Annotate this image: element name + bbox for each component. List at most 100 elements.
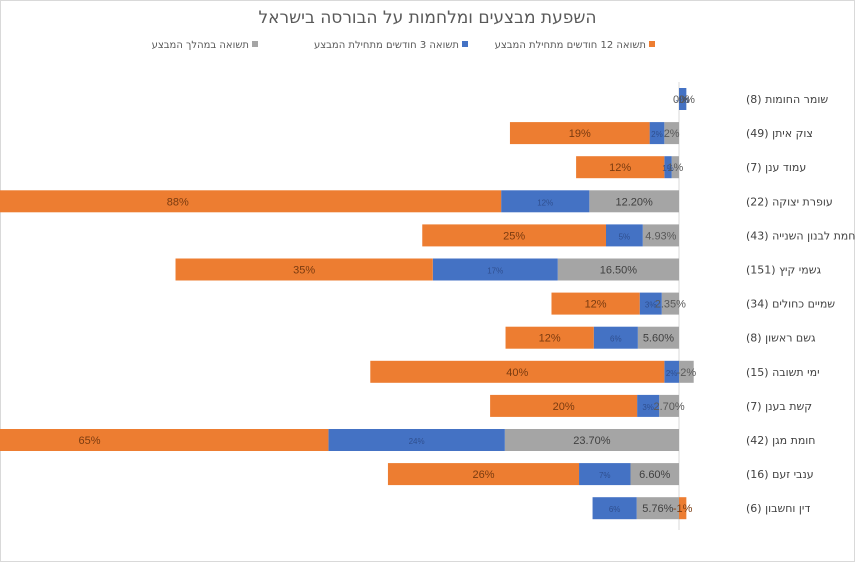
bar-s12-7 xyxy=(505,326,594,349)
bar-s12-10 xyxy=(0,429,329,451)
category-label-4: מלחמת לבנון השנייה (43) xyxy=(746,229,855,242)
data-label-s12-7: 12% xyxy=(539,333,561,345)
bar-s12-6 xyxy=(551,292,640,315)
bar-s3-6 xyxy=(639,292,662,315)
category-label-7: גשם ראשון (8) xyxy=(746,332,816,345)
data-label-s3-9: 3% xyxy=(642,403,654,412)
bar-s12-3 xyxy=(0,190,502,213)
data-label-s3-8: 2% xyxy=(666,369,678,378)
data-label-s3-11: 7% xyxy=(599,471,611,480)
legend-label-during: תשואה במהלך המבצע xyxy=(151,40,249,51)
bar-s12-5 xyxy=(175,258,433,281)
category-label-9: קשת בענן (7) xyxy=(746,400,812,413)
data-label-during-1: 2% xyxy=(664,128,680,140)
data-label-during-5: 16.50% xyxy=(600,265,638,277)
data-label-during-4: 4.93% xyxy=(645,230,676,242)
legend-item-during: תשואה במהלך המבצע xyxy=(152,40,258,51)
data-label-s12-8: 40% xyxy=(506,367,528,379)
data-label-s12-5: 35% xyxy=(293,265,315,277)
category-label-10: חומת מגן (42) xyxy=(746,434,815,447)
legend: תשואה במהלך המבצע תשואה 3 חודשים מתחילת … xyxy=(0,40,855,54)
data-label-s12-0: 0% xyxy=(679,94,695,106)
legend-item-3-months: תשואה 3 חודשים מתחילת המבצע xyxy=(314,40,468,51)
chart-title: השפעת מבצעים ומלחמות על הבורסה בישראל xyxy=(258,8,597,28)
bar-s12-8 xyxy=(370,360,665,383)
bar-during-7 xyxy=(637,326,679,349)
category-label-12: דין וחשבון (6) xyxy=(746,502,810,515)
data-label-s12-1: 19% xyxy=(569,128,591,140)
data-label-s12-12: -1% xyxy=(673,503,693,515)
data-label-during-0: 0% xyxy=(673,94,689,106)
bar-s3-4 xyxy=(606,224,643,247)
data-label-s12-3: 88% xyxy=(167,196,189,208)
data-label-s3-4: 5% xyxy=(619,232,631,241)
bar-s3-2 xyxy=(664,156,672,179)
bar-during-2 xyxy=(671,156,679,179)
category-label-6: שמיים כחולים (34) xyxy=(746,298,835,311)
data-label-s12-9: 20% xyxy=(553,401,575,413)
bar-s3-0 xyxy=(679,88,687,110)
category-label-11: ענבי זעם (16) xyxy=(746,468,814,481)
category-label-1: צוק איתן (49) xyxy=(746,127,813,140)
data-label-during-7: 5.60% xyxy=(643,333,674,345)
category-label-3: עופרת יצוקה (22) xyxy=(746,195,833,208)
bar-s12-4 xyxy=(422,224,607,247)
data-label-s3-3: 12% xyxy=(537,198,553,207)
data-label-during-10: 23.70% xyxy=(573,435,611,447)
data-label-s12-10: 65% xyxy=(79,435,101,447)
bar-s3-3 xyxy=(501,190,590,213)
category-label-0: שומר החומות (8) xyxy=(746,93,828,106)
legend-label-12-months: תשואה 12 חודשים מתחילת המבצע xyxy=(494,40,646,51)
legend-label-3-months: תשואה 3 חודשים מתחילת המבצע xyxy=(313,40,459,51)
bar-s3-8 xyxy=(664,360,679,383)
bar-during-10 xyxy=(504,429,679,451)
data-label-s12-11: 26% xyxy=(472,469,494,481)
data-label-s3-12: 6% xyxy=(609,505,621,514)
data-label-during-2: 1% xyxy=(667,162,683,174)
bar-s12-1 xyxy=(509,122,650,145)
data-label-s3-1: 2% xyxy=(651,130,663,139)
bar-during-6 xyxy=(661,292,679,315)
data-label-during-6: 2.35% xyxy=(655,299,686,311)
bar-s3-1 xyxy=(649,122,665,145)
data-label-during-8: -2% xyxy=(677,367,697,379)
data-label-s3-2: 1% xyxy=(662,164,674,173)
bar-during-9 xyxy=(659,394,679,417)
legend-swatch-3-months xyxy=(462,41,468,47)
bar-during-8 xyxy=(679,360,694,383)
data-label-during-11: 6.60% xyxy=(639,469,670,481)
bar-s12-11 xyxy=(387,463,580,486)
bar-s3-12 xyxy=(592,497,637,520)
bar-s3-10 xyxy=(328,429,505,451)
bar-s3-5 xyxy=(432,258,558,281)
data-label-s12-4: 25% xyxy=(503,230,525,242)
data-label-during-12: 5.76% xyxy=(642,503,673,515)
bar-during-12 xyxy=(636,497,679,520)
bar-s12-12 xyxy=(679,497,687,520)
data-label-s12-6: 12% xyxy=(585,299,607,311)
data-label-s3-6: 3% xyxy=(645,301,657,310)
data-label-during-3: 12.20% xyxy=(616,196,654,208)
bar-s12-2 xyxy=(576,156,665,179)
data-label-s3-5: 17% xyxy=(487,267,503,276)
data-label-s3-0: -1% xyxy=(676,96,690,105)
legend-swatch-12-months xyxy=(649,41,655,47)
category-label-2: עמוד ענן (7) xyxy=(746,161,806,174)
legend-item-12-months: תשואה 12 חודשים מתחילת המבצע xyxy=(495,40,655,51)
bar-s12-9 xyxy=(490,394,638,417)
bar-s3-11 xyxy=(579,463,631,486)
legend-swatch-during xyxy=(252,41,258,47)
bar-during-11 xyxy=(630,463,679,486)
bar-s3-7 xyxy=(593,326,638,349)
bar-during-4 xyxy=(642,224,679,247)
data-label-during-9: 2.70% xyxy=(653,401,684,413)
data-label-s12-2: 12% xyxy=(609,162,631,174)
category-label-8: ימי תשובה (15) xyxy=(746,366,820,379)
category-label-5: גשמי קיץ (151) xyxy=(746,264,822,277)
data-label-s3-10: 24% xyxy=(409,437,425,446)
data-label-s3-7: 6% xyxy=(610,335,622,344)
bar-during-5 xyxy=(557,258,679,281)
bar-during-3 xyxy=(589,190,679,213)
bar-during-1 xyxy=(664,122,679,145)
